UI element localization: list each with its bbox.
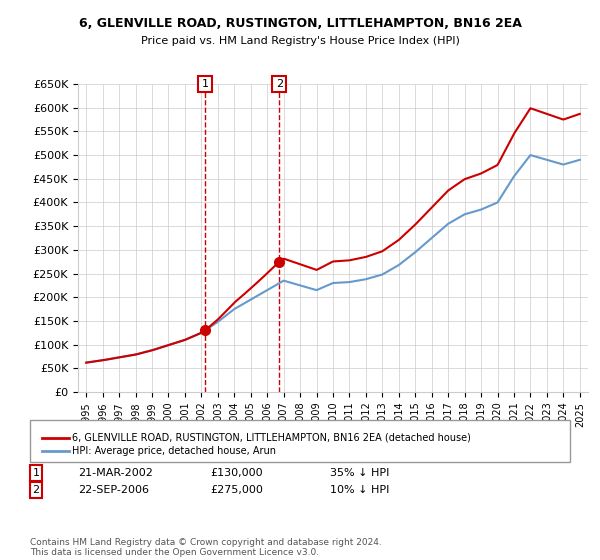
Text: £130,000: £130,000: [210, 468, 263, 478]
Text: Contains HM Land Registry data © Crown copyright and database right 2024.
This d: Contains HM Land Registry data © Crown c…: [30, 538, 382, 557]
Text: 2: 2: [32, 485, 40, 495]
Text: HPI: Average price, detached house, Arun: HPI: Average price, detached house, Arun: [72, 446, 276, 456]
Text: 21-MAR-2002: 21-MAR-2002: [78, 468, 153, 478]
Text: 10% ↓ HPI: 10% ↓ HPI: [330, 485, 389, 495]
Text: 1: 1: [32, 468, 40, 478]
Text: 22-SEP-2006: 22-SEP-2006: [78, 485, 149, 495]
Text: Price paid vs. HM Land Registry's House Price Index (HPI): Price paid vs. HM Land Registry's House …: [140, 36, 460, 46]
Text: £275,000: £275,000: [210, 485, 263, 495]
Text: 1: 1: [202, 79, 209, 89]
Text: 6, GLENVILLE ROAD, RUSTINGTON, LITTLEHAMPTON, BN16 2EA: 6, GLENVILLE ROAD, RUSTINGTON, LITTLEHAM…: [79, 17, 521, 30]
Text: 6, GLENVILLE ROAD, RUSTINGTON, LITTLEHAMPTON, BN16 2EA (detached house): 6, GLENVILLE ROAD, RUSTINGTON, LITTLEHAM…: [72, 433, 471, 443]
Text: 35% ↓ HPI: 35% ↓ HPI: [330, 468, 389, 478]
Text: 2: 2: [275, 79, 283, 89]
